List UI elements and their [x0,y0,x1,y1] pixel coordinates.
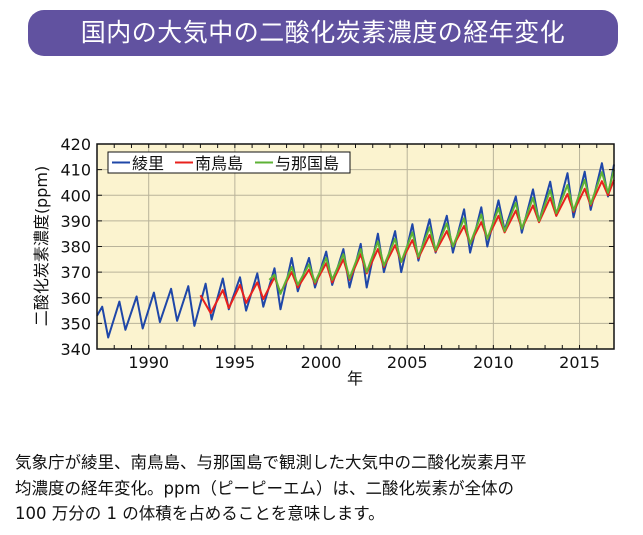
y-tick-label: 420 [60,135,91,154]
x-tick-label: 2015 [559,353,600,372]
x-tick-label: 1990 [128,353,169,372]
series-lines [96,162,615,339]
y-tick-label: 400 [60,186,91,205]
legend-label: 綾里 [132,154,164,173]
gridlines [97,144,614,349]
series-line-3 [268,169,615,295]
y-tick-label: 340 [60,340,91,359]
y-tick-label: 390 [60,212,91,231]
caption: 気象庁が綾里、南鳥島、与那国島で観測した大気中の二酸化炭素月平 均濃度の経年変化… [15,450,635,527]
y-axis-label: 二酸化炭素濃度(ppm) [32,166,51,326]
y-tick-label: 370 [60,263,91,282]
y-tick-label: 350 [60,314,91,333]
caption-line: 100 万分の 1 の体積を占めることを意味します。 [15,504,385,523]
co2-chart: 340 350 360 370 380 390 400 410 420 1990 1995 2000 2… [32,135,615,388]
caption-line: 均濃度の経年変化。ppm（ピーピーエム）は、二酸化炭素が全体の [15,478,515,498]
y-tick-label: 360 [60,289,91,308]
x-tick-label: 2000 [301,353,342,372]
y-tick-label: 410 [60,161,91,180]
legend-label: 南鳥島 [195,154,243,173]
axis-ticks: 340 350 360 370 380 390 400 410 420 1990 1995 2000 2… [60,135,615,372]
x-tick-label: 1995 [215,353,256,372]
title-banner: 国内の大気中の二酸化炭素濃度の経年変化 [28,10,618,56]
legend-box [107,151,351,174]
x-tick-label: 2005 [387,353,428,372]
y-tick-label: 380 [60,238,91,257]
legend: 綾里 南鳥島 与那国島 [107,151,351,174]
x-tick-label: 2010 [473,353,514,372]
caption-line: 気象庁が綾里、南鳥島、与那国島で観測した大気中の二酸化炭素月平 [15,453,527,472]
x-axis-label: 年 [347,369,363,388]
chart-title: 国内の大気中の二酸化炭素濃度の経年変化 [80,18,566,47]
legend-label: 与那国島 [275,154,339,173]
